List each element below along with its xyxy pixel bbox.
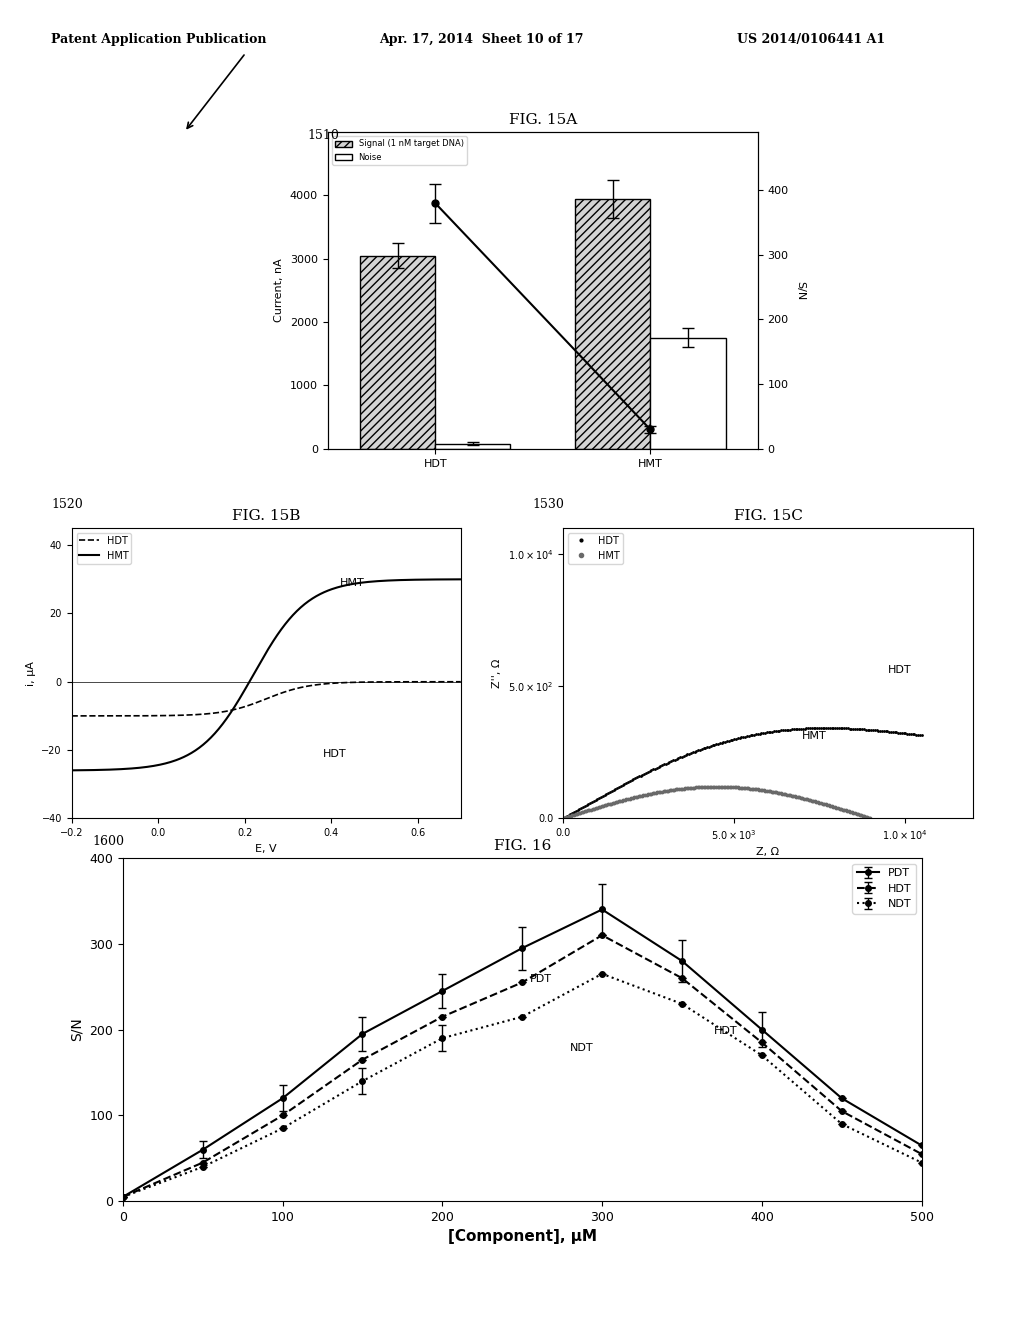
HMT <box>304 593 316 609</box>
X-axis label: E, V: E, V <box>255 843 278 854</box>
Text: US 2014/0106441 A1: US 2014/0106441 A1 <box>737 33 886 46</box>
Text: 1600: 1600 <box>92 834 124 847</box>
X-axis label: [Component], μM: [Component], μM <box>447 1229 597 1245</box>
Y-axis label: i, μA: i, μA <box>26 661 36 685</box>
Text: HDT: HDT <box>888 665 911 676</box>
Text: PDT: PDT <box>530 974 552 985</box>
Y-axis label: Z'', Ω: Z'', Ω <box>492 659 502 688</box>
Legend: HDT, HMT: HDT, HMT <box>77 533 131 564</box>
Line: HMT: HMT <box>561 784 872 821</box>
Line: HDT: HDT <box>562 726 923 820</box>
HDT <box>887 725 899 741</box>
Y-axis label: S/N: S/N <box>70 1018 84 1041</box>
HMT <box>614 793 627 809</box>
Legend: PDT, HDT, NDT: PDT, HDT, NDT <box>852 863 916 913</box>
HDT <box>624 774 636 789</box>
Title: FIG. 15B: FIG. 15B <box>232 508 300 523</box>
Legend: HDT, HMT: HDT, HMT <box>568 533 623 564</box>
Bar <box>575 198 650 449</box>
HMT <box>296 598 308 614</box>
Bar <box>435 444 510 449</box>
HMT <box>297 597 309 612</box>
HDT <box>418 673 430 689</box>
Text: 1530: 1530 <box>532 498 564 511</box>
Text: HMT: HMT <box>802 731 827 742</box>
HDT <box>66 708 78 723</box>
HMT <box>710 779 722 795</box>
Text: HMT: HMT <box>340 578 365 589</box>
Text: HDT: HDT <box>714 1026 737 1036</box>
Text: NDT: NDT <box>570 1043 594 1053</box>
HDT <box>899 726 911 742</box>
HMT <box>66 763 78 779</box>
Y-axis label: S/N: S/N <box>796 281 805 300</box>
Bar <box>360 256 435 449</box>
Line: HDT: HDT <box>72 681 461 715</box>
Legend: Signal (1 nM target DNA), Noise: Signal (1 nM target DNA), Noise <box>332 136 467 165</box>
Title: FIG. 15C: FIG. 15C <box>733 508 803 523</box>
Bar <box>650 338 725 449</box>
HDT <box>455 673 467 689</box>
HDT <box>820 721 833 737</box>
Line: HMT: HMT <box>72 579 461 771</box>
Text: 1510: 1510 <box>307 128 339 141</box>
Title: FIG. 15A: FIG. 15A <box>509 112 577 127</box>
HDT <box>557 810 569 826</box>
HMT <box>418 572 430 587</box>
Title: FIG. 16: FIG. 16 <box>494 838 551 853</box>
HMT <box>850 807 862 822</box>
Text: Apr. 17, 2014  Sheet 10 of 17: Apr. 17, 2014 Sheet 10 of 17 <box>379 33 584 46</box>
HDT <box>393 675 406 690</box>
HMT <box>575 804 588 820</box>
HDT <box>67 708 79 723</box>
HMT <box>569 807 582 822</box>
Y-axis label: Current, nA: Current, nA <box>274 259 285 322</box>
Text: Patent Application Publication: Patent Application Publication <box>51 33 266 46</box>
HMT <box>840 803 852 818</box>
HMT <box>455 572 467 587</box>
HMT <box>557 810 569 826</box>
HDT <box>297 678 309 694</box>
HDT <box>304 678 316 694</box>
X-axis label: Z, Ω: Z, Ω <box>757 847 779 858</box>
HDT <box>579 799 591 814</box>
HDT <box>915 727 928 743</box>
HDT <box>652 759 665 775</box>
HMT <box>864 810 877 826</box>
Text: 1520: 1520 <box>51 498 83 511</box>
HMT <box>393 572 406 587</box>
HMT <box>639 787 651 803</box>
HDT <box>296 680 308 696</box>
HMT <box>67 763 79 779</box>
HDT <box>571 803 584 818</box>
Text: HDT: HDT <box>323 748 346 759</box>
